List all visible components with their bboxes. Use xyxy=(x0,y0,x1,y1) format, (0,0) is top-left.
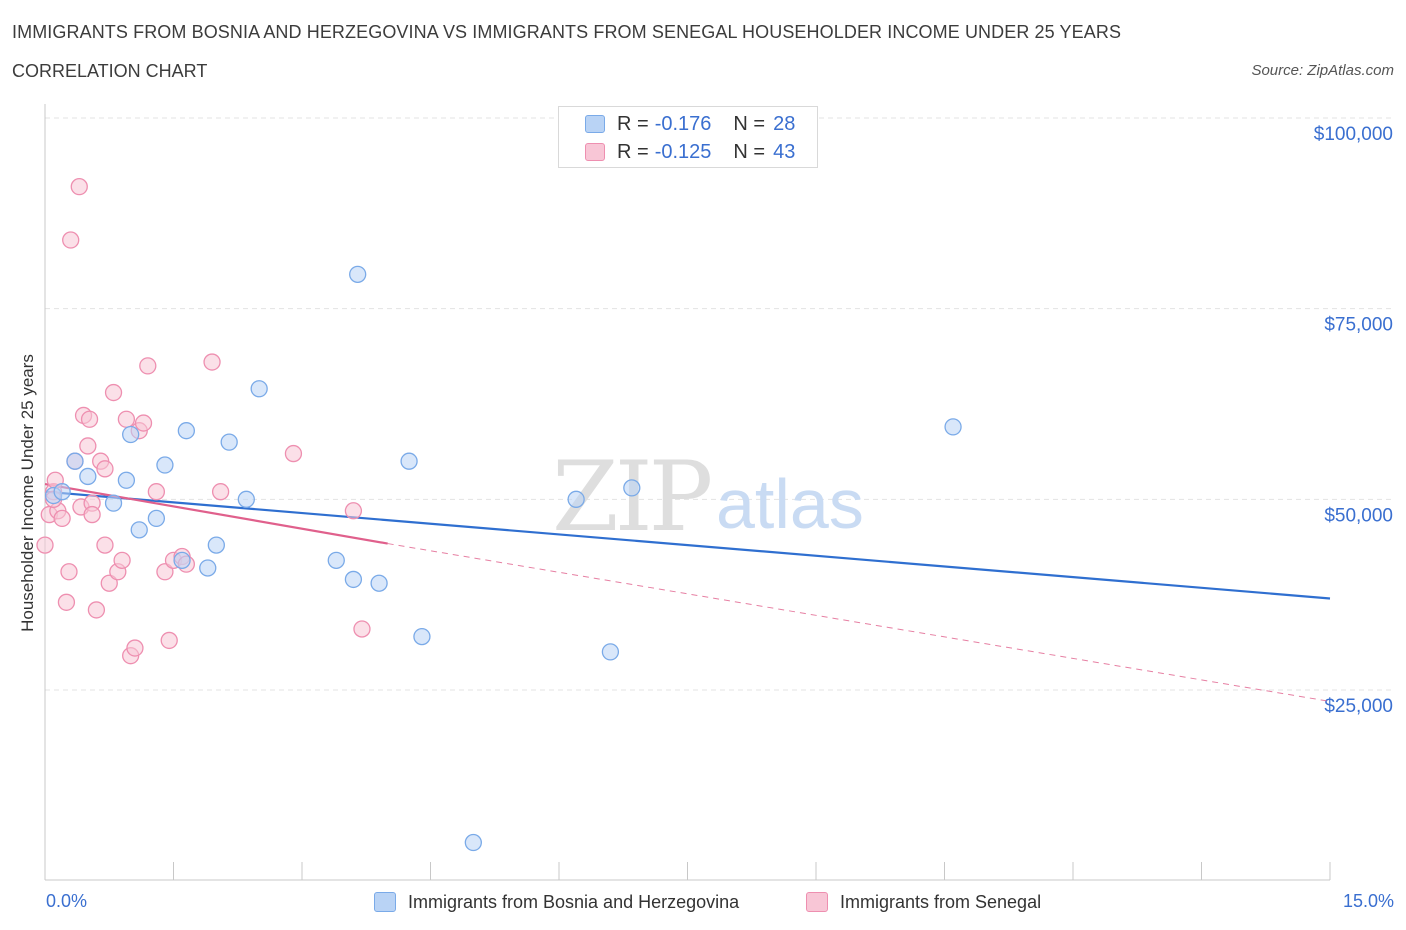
point-senegal xyxy=(96,460,114,478)
chart-title: IMMIGRANTS FROM BOSNIA AND HERZEGOVINA V… xyxy=(12,22,1122,42)
point-bosnia xyxy=(173,551,191,569)
trend-lines xyxy=(44,482,1331,702)
point-bosnia xyxy=(601,643,620,661)
point-bosnia xyxy=(567,490,585,508)
bottom-legend-swatch-pink xyxy=(806,892,828,912)
legend-n-value: 43 xyxy=(773,140,796,163)
point-bosnia xyxy=(147,509,166,528)
point-bosnia xyxy=(199,559,217,577)
grid-layer xyxy=(45,117,1392,691)
point-bosnia xyxy=(349,265,367,283)
point-senegal xyxy=(83,505,101,524)
point-bosnia xyxy=(237,490,255,508)
point-senegal xyxy=(126,639,144,657)
point-senegal xyxy=(344,502,363,520)
point-senegal xyxy=(160,631,178,650)
bottom-legend-swatch-blue xyxy=(374,892,396,912)
point-bosnia xyxy=(464,833,482,852)
point-bosnia xyxy=(370,574,388,592)
point-senegal xyxy=(79,437,97,455)
point-senegal xyxy=(284,444,303,463)
point-senegal xyxy=(353,620,371,638)
point-senegal xyxy=(117,410,136,428)
point-bosnia xyxy=(177,422,196,440)
bottom-legend-senegal: Immigrants from Senegal xyxy=(806,890,1041,914)
point-bosnia xyxy=(250,380,268,398)
point-bosnia xyxy=(207,536,225,554)
point-senegal xyxy=(100,574,118,592)
point-bosnia xyxy=(623,479,641,497)
point-bosnia xyxy=(344,570,363,589)
point-senegal xyxy=(36,536,54,554)
x-tick-label-min: 0.0% xyxy=(46,891,88,911)
point-bosnia xyxy=(130,521,148,539)
legend-r-value: -0.125 xyxy=(654,140,712,163)
legend-swatch-pink xyxy=(585,143,605,161)
bottom-legend-bosnia: Immigrants from Bosnia and Herzegovina xyxy=(374,890,739,914)
legend-r-label: R = xyxy=(617,140,649,163)
point-bosnia xyxy=(327,551,345,569)
x-tick-label-max: 15.0% xyxy=(1342,891,1394,911)
legend-r-value: -0.176 xyxy=(654,112,712,135)
point-senegal xyxy=(156,563,174,581)
point-bosnia xyxy=(944,418,962,436)
point-bosnia xyxy=(220,433,238,451)
point-senegal xyxy=(104,383,123,402)
y-axis-label: Householder Income Under 25 years xyxy=(18,354,37,632)
y-tick-label: $25,000 xyxy=(1324,696,1393,717)
legend-swatch-blue xyxy=(585,115,605,133)
watermark: ZIP atlas xyxy=(552,441,864,553)
point-senegal xyxy=(70,177,88,196)
bottom-legend-label: Immigrants from Senegal xyxy=(840,891,1042,912)
legend-n-label: N = xyxy=(733,112,766,135)
point-senegal xyxy=(87,601,106,619)
legend-r-label: R = xyxy=(617,112,649,135)
trend-line-senegal xyxy=(44,482,388,545)
point-bosnia xyxy=(53,483,71,501)
point-bosnia xyxy=(122,425,140,444)
point-bosnia xyxy=(400,452,418,470)
point-bosnia xyxy=(156,456,174,474)
y-tick-labels: $100,000 $75,000 $50,000 $25,000 xyxy=(1314,124,1393,717)
y-tick-label: $75,000 xyxy=(1324,315,1393,336)
legend-n-value: 28 xyxy=(773,112,796,135)
point-senegal xyxy=(211,483,230,501)
y-tick-label: $100,000 xyxy=(1314,124,1393,145)
point-senegal xyxy=(53,509,71,528)
legend-row-senegal: R = -0.125 N = 43 xyxy=(585,140,795,164)
bottom-legend-label: Immigrants from Bosnia and Herzegovina xyxy=(408,891,740,912)
point-senegal xyxy=(203,353,221,371)
point-senegal xyxy=(57,593,76,611)
point-senegal xyxy=(60,563,78,581)
watermark-atlas: atlas xyxy=(716,465,864,543)
point-senegal xyxy=(139,357,157,375)
legend-n-label: N = xyxy=(733,140,766,163)
point-senegal xyxy=(147,483,166,501)
point-bosnia xyxy=(79,467,97,486)
point-senegal xyxy=(96,536,114,554)
trend-line-senegal-projected xyxy=(387,543,1331,702)
point-bosnia xyxy=(104,494,123,512)
point-bosnia xyxy=(413,627,431,646)
chart-subtitle: CORRELATION CHART xyxy=(12,61,208,81)
y-tick-label: $50,000 xyxy=(1324,505,1393,526)
trend-line-bosnia xyxy=(44,490,1331,600)
point-senegal xyxy=(62,231,80,249)
point-senegal xyxy=(80,410,99,428)
source-credit: Source: ZipAtlas.com xyxy=(1251,62,1394,79)
correlation-legend: R = -0.176 N = 28 R = -0.125 N = 43 xyxy=(558,106,818,168)
data-points xyxy=(36,177,962,852)
point-bosnia xyxy=(117,471,136,489)
point-bosnia xyxy=(66,452,84,470)
point-senegal xyxy=(134,414,153,432)
legend-row-bosnia: R = -0.176 N = 28 xyxy=(585,112,795,136)
point-senegal xyxy=(113,551,131,569)
